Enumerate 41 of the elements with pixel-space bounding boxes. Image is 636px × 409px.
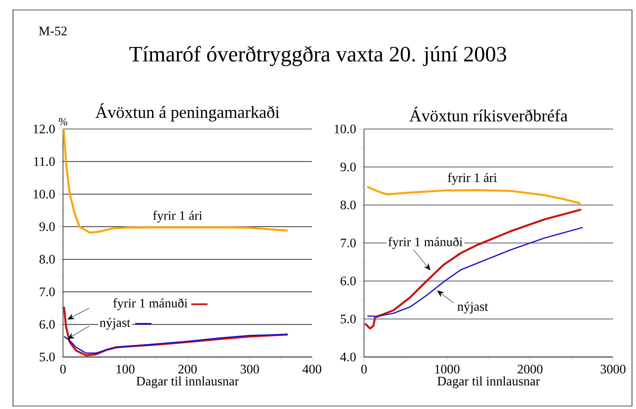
line-series	[63, 334, 288, 354]
x-axis-title: Dagar til innlausnar	[136, 376, 239, 388]
y-tick-label: 4.0	[340, 352, 356, 362]
series-label: nýjast	[100, 318, 130, 330]
chart-title: Ávöxtun ríkisverðbréfa	[409, 106, 568, 122]
y-tick-label: 6.0	[340, 276, 356, 286]
series-label: fyrir 1 ári	[153, 210, 202, 223]
line-series	[366, 226, 584, 317]
x-axis-title: Dagar til innlausnar	[437, 376, 540, 388]
x-tick-label: 100	[116, 364, 134, 374]
series-label: fyrir 1 mánuði	[388, 237, 463, 249]
y-tick-label: 12.0	[34, 124, 55, 134]
x-tick-label: 3000	[600, 364, 626, 374]
chart-title: Ávöxtun á peningamarkaði	[95, 103, 280, 122]
y-tick-label: 5.0	[340, 314, 356, 324]
x-tick-label: 400	[302, 364, 322, 374]
y-tick-label: 10.0	[34, 190, 55, 199]
x-tick-label: 2000	[518, 364, 542, 374]
y-tick-label: 7.0	[40, 287, 55, 296]
x-tick-label: 300	[240, 364, 259, 374]
text: M-52	[38, 26, 67, 36]
series-label: fyrir 1 ári	[448, 172, 497, 185]
y-tick-label: 8.0	[40, 254, 55, 264]
line-series	[366, 186, 582, 204]
x-tick-label: 1000	[435, 364, 460, 374]
y-axis-title: %	[58, 118, 68, 126]
y-tick-label: 5.0	[40, 352, 55, 362]
x-tick-label: 200	[178, 364, 197, 374]
y-tick-label: 11.0	[34, 157, 55, 166]
y-tick-label: 9.0	[340, 162, 356, 172]
line-series	[364, 208, 582, 330]
y-tick-label: 10.0	[334, 124, 356, 134]
y-tick-label: 9.0	[39, 222, 55, 232]
series-label: nýjast	[457, 302, 488, 314]
y-tick-label: 7.0	[340, 238, 356, 248]
text: fyrir 1 mánuði	[113, 298, 188, 310]
text: Tímaróf óverðtryggðra vaxta 20. júní 2003	[129, 46, 506, 66]
y-tick-label: 6.0	[40, 320, 55, 329]
x-tick-label: 0	[60, 364, 66, 374]
y-tick-label: 8.0	[340, 200, 356, 210]
x-tick-label: 0	[361, 364, 367, 374]
